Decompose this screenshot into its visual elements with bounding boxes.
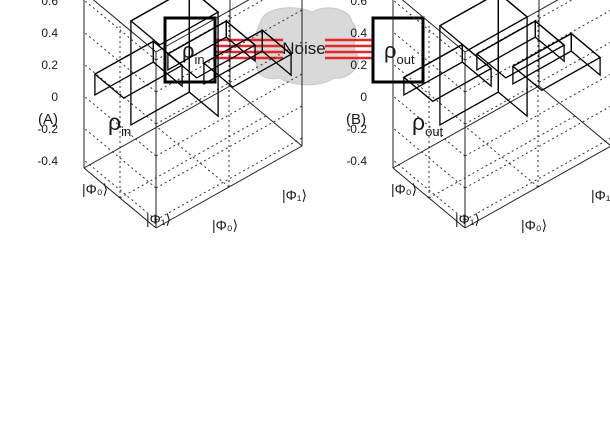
z-tick-label: 0 bbox=[51, 90, 58, 104]
bar-face-top bbox=[402, 43, 493, 103]
bar-rho-0-0 bbox=[129, 0, 220, 127]
grid-line bbox=[392, 63, 466, 125]
z-tick-label: 0.6 bbox=[41, 0, 58, 8]
bar-rho-0-1 bbox=[202, 28, 293, 88]
bars bbox=[93, 0, 293, 127]
bar-face-side bbox=[497, 0, 528, 118]
bar-face-front bbox=[439, 0, 499, 127]
frame-edge bbox=[155, 145, 303, 229]
frame-edge bbox=[392, 167, 466, 229]
bar-rho-1-0 bbox=[93, 39, 184, 99]
frame-edge bbox=[83, 85, 231, 169]
z-tick-label: -0.4 bbox=[37, 154, 58, 168]
panel-label: (A) bbox=[38, 111, 58, 128]
bar-face-front bbox=[130, 0, 190, 127]
frame-edge bbox=[401, 0, 466, 53]
bar-face-top bbox=[475, 20, 566, 79]
grid bbox=[83, 0, 303, 229]
bar-rho-0-0 bbox=[438, 0, 529, 127]
row-basis-label-1: |Φ₁⟩ bbox=[455, 211, 480, 227]
col-basis-label-1: |Φ₁⟩ bbox=[282, 187, 307, 203]
z-axis-ticks: 0.6 0.4 0.2 0 -0.2 -0.4 bbox=[37, 0, 58, 168]
frame-edge bbox=[229, 85, 303, 147]
row-basis-label-0: |Φ₀⟩ bbox=[82, 181, 108, 197]
z-tick-label: 0.4 bbox=[350, 26, 367, 40]
grid-line bbox=[83, 63, 157, 125]
bars bbox=[402, 0, 602, 127]
panel-title: ρout bbox=[412, 109, 444, 139]
panel-label: (B) bbox=[346, 111, 366, 128]
bar-rho-0-1 bbox=[511, 32, 602, 92]
z-tick-label: 0 bbox=[360, 90, 367, 104]
col-basis-label-1: |Φ₁⟩ bbox=[591, 187, 610, 203]
grid-line bbox=[156, 126, 230, 188]
basis-labels: |Φ₀⟩ |Φ₁⟩ |Φ₀⟩ |Φ₁⟩ bbox=[391, 181, 610, 233]
bar-face-top bbox=[166, 20, 257, 79]
z-tick-label: 0.4 bbox=[41, 26, 58, 40]
frame-edge bbox=[392, 85, 540, 169]
col-basis-label-0: |Φ₀⟩ bbox=[521, 217, 547, 233]
bar-rho-1-1 bbox=[166, 19, 257, 79]
row-basis-label-1: |Φ₁⟩ bbox=[146, 211, 171, 227]
z-tick-label: -0.4 bbox=[346, 154, 367, 168]
z-tick-label: 0.6 bbox=[350, 0, 367, 8]
bar-face-top bbox=[511, 32, 602, 92]
bar-rho-1-0 bbox=[402, 43, 493, 103]
grid-line bbox=[83, 159, 157, 221]
bar-face-top bbox=[438, 0, 529, 51]
bar-face-front bbox=[512, 32, 572, 86]
bar-face-top bbox=[93, 40, 184, 99]
density-matrix-panel-b: (B) ρout 0.60.40.20-0.2-0.4 |Φ₀⟩|Φ₁⟩ |Φ₀⟩… bbox=[346, 0, 610, 233]
frame-edge bbox=[83, 167, 157, 229]
basis-labels: |Φ₀⟩ |Φ₁⟩ |Φ₀⟩ |Φ₁⟩ bbox=[82, 181, 307, 233]
z-tick-label: 0.2 bbox=[350, 58, 367, 72]
frame-edge bbox=[92, 0, 157, 53]
frame-edge bbox=[464, 145, 610, 229]
row-basis-label-0: |Φ₀⟩ bbox=[391, 181, 417, 197]
z-tick-label: -0.2 bbox=[346, 122, 367, 136]
grid-line bbox=[83, 0, 157, 61]
z-axis-ticks: 0.6 0.4 0.2 0 -0.2 -0.4 bbox=[346, 0, 367, 168]
bar-face-top bbox=[202, 29, 293, 88]
grid bbox=[392, 0, 610, 229]
density-matrix-panel-a: (A) ρin 0.60.40.20-0.2-0.4 |Φ₀⟩|Φ₁⟩ |Φ₀⟩|… bbox=[37, 0, 307, 233]
z-tick-label: -0.2 bbox=[37, 122, 58, 136]
col-basis-label-0: |Φ₀⟩ bbox=[212, 217, 238, 233]
wire-bundle-right bbox=[325, 38, 373, 60]
z-tick-label: 0.2 bbox=[41, 58, 58, 72]
bar-face-top bbox=[129, 0, 220, 46]
noise-label: Noise bbox=[282, 39, 325, 58]
grid-line bbox=[465, 126, 539, 188]
output-state-box bbox=[371, 16, 425, 84]
panel-title: ρin bbox=[108, 109, 131, 139]
frame-edge bbox=[155, 0, 250, 53]
bar-rho-1-1 bbox=[475, 19, 566, 79]
grid-line bbox=[392, 159, 466, 221]
frame-edge bbox=[538, 85, 610, 146]
